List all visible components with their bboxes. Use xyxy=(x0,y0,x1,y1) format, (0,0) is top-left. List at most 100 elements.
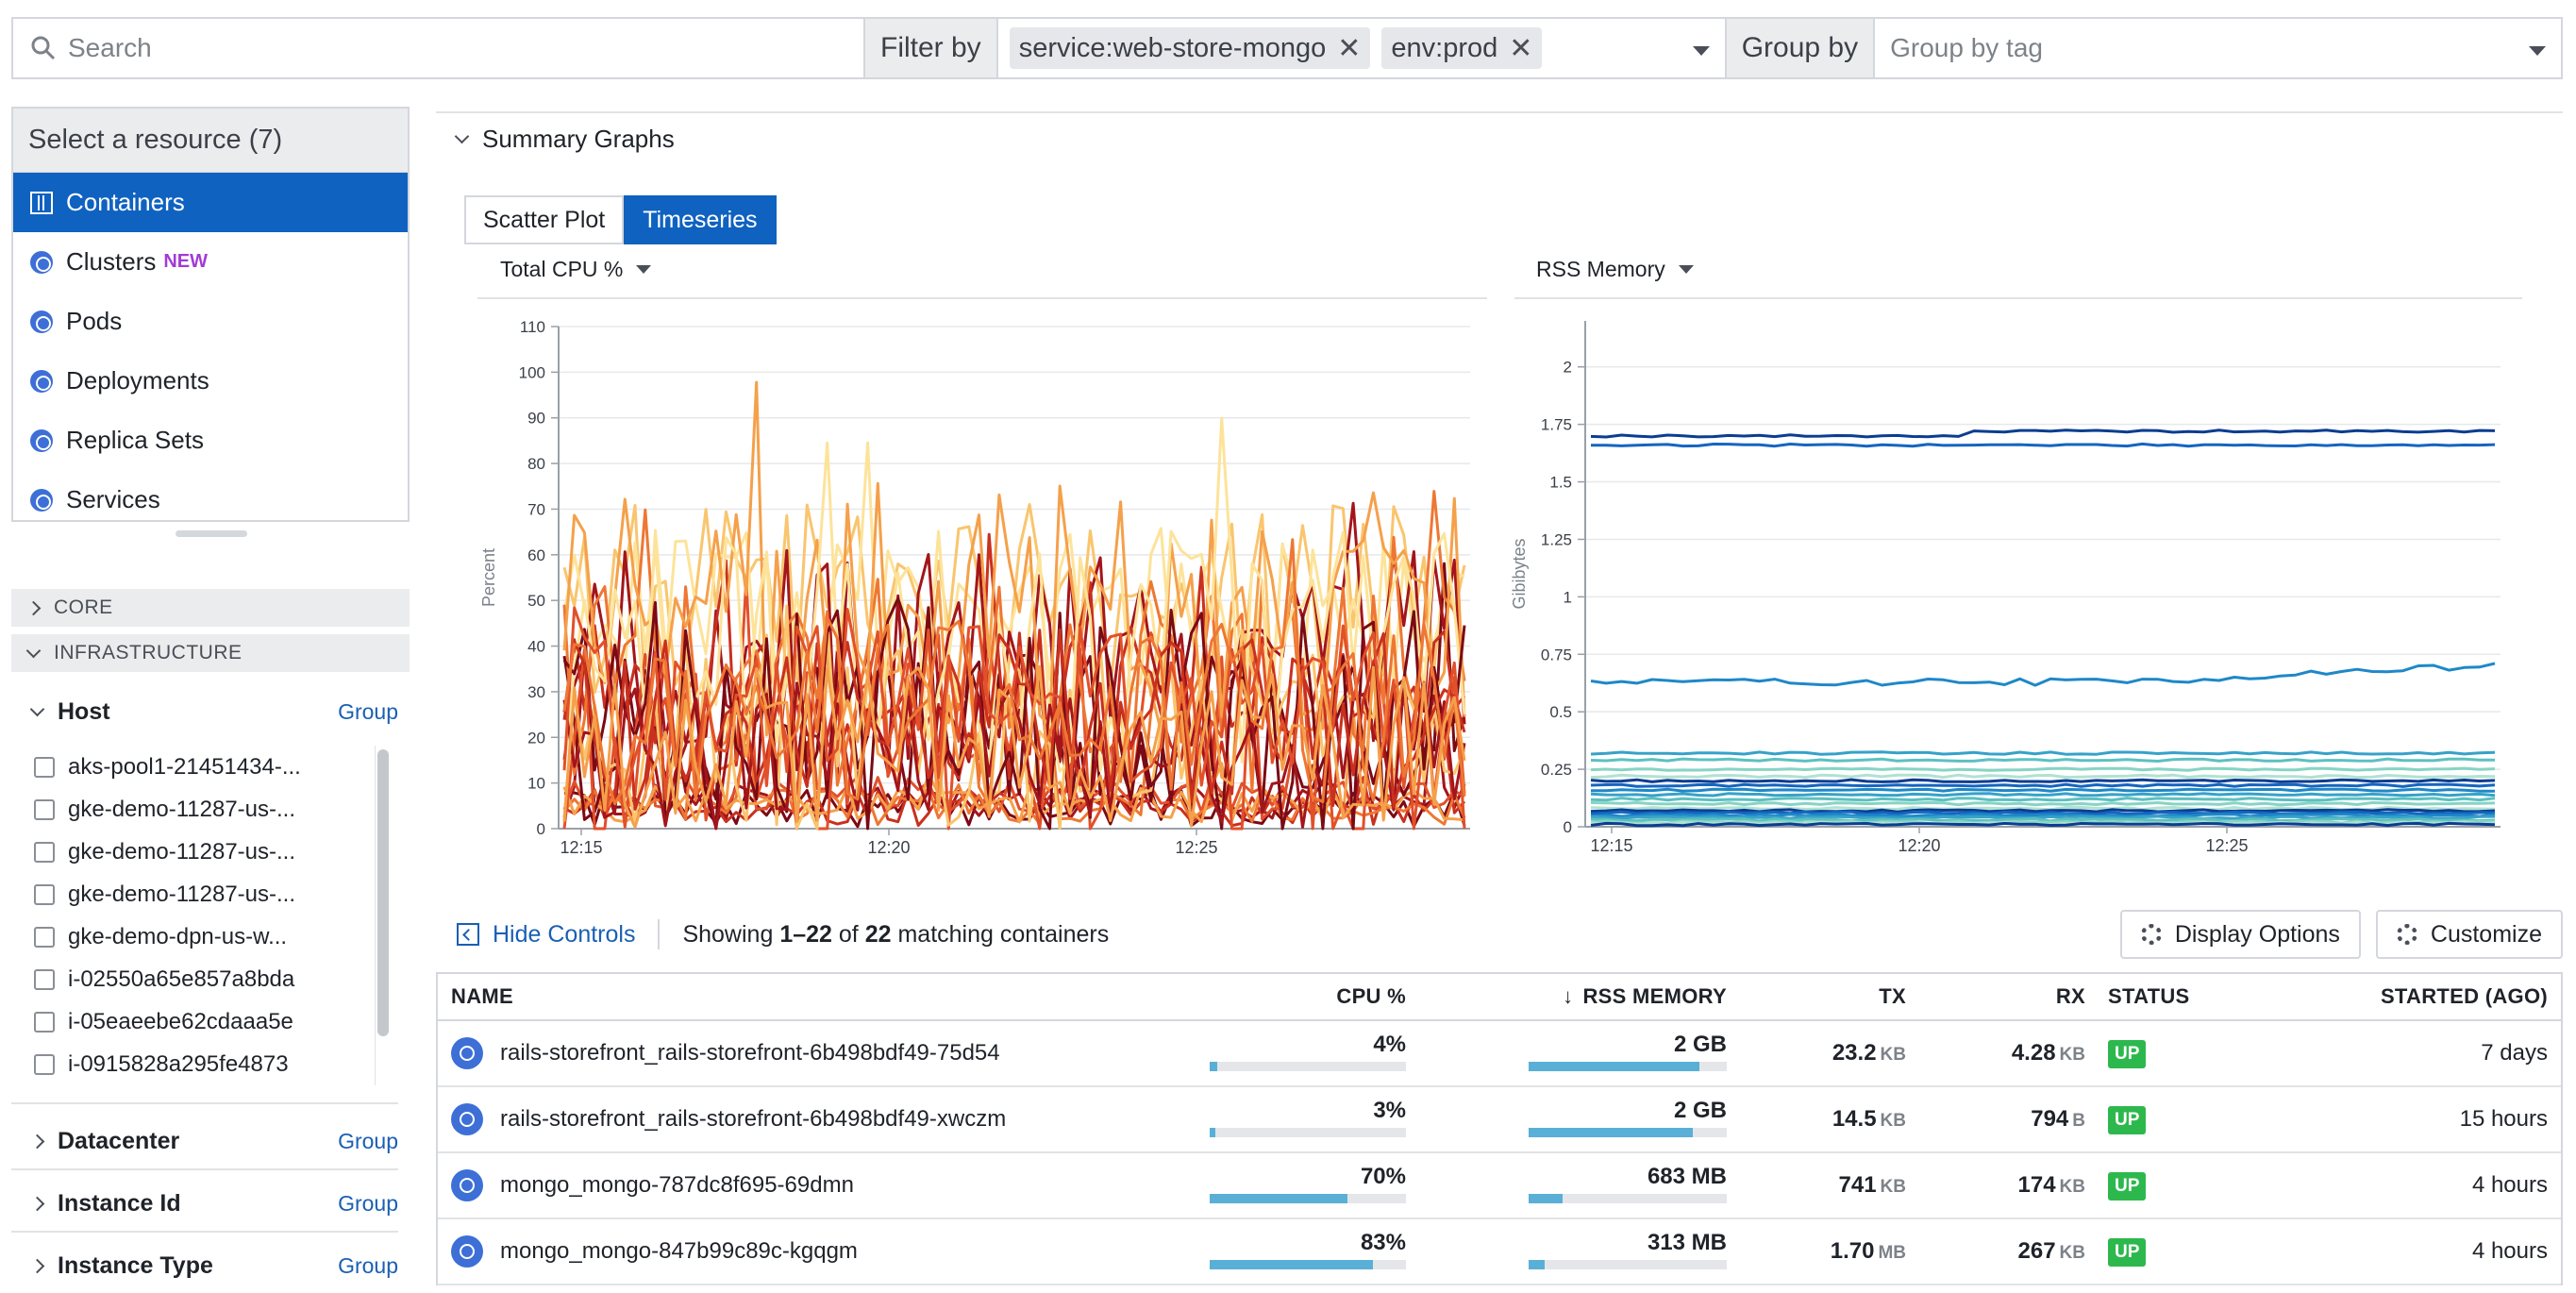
checkbox[interactable] xyxy=(34,1053,55,1075)
close-icon[interactable]: ✕ xyxy=(1337,32,1362,64)
new-badge: NEW xyxy=(163,251,209,272)
memory-bar xyxy=(1529,1194,1727,1203)
started-cell: 4 hours xyxy=(2471,1238,2548,1264)
column-header-rx[interactable]: RX xyxy=(2055,984,2085,1008)
series-line[interactable] xyxy=(1590,428,2496,439)
facet-instance-id[interactable]: Instance Id Group xyxy=(11,1180,398,1227)
sidebar-item-services[interactable]: Services xyxy=(13,470,408,529)
memory-bar-fill xyxy=(1529,1062,1699,1071)
table-row[interactable]: mongo_mongo-847b99c89c-kgqgm 83% 313 MB … xyxy=(438,1219,2561,1285)
list-item[interactable]: gke-demo-11287-us-... xyxy=(34,831,374,873)
memory-timeseries-chart[interactable]: 0 0.25 0.5 0.75 1 1.25 1.5 1.75 2 12:15 12:20 12:25… xyxy=(1510,302,2529,868)
filter-by-label: Filter by xyxy=(863,17,998,79)
list-item[interactable]: i-02550a65e857a8bda xyxy=(34,958,374,1000)
hide-controls-button[interactable]: Hide Controls xyxy=(457,921,635,949)
list-item[interactable]: i-0915828a295fe4873 xyxy=(34,1043,374,1085)
close-icon[interactable]: ✕ xyxy=(1509,32,1533,64)
facet-instance-type[interactable]: Instance Type Group xyxy=(11,1242,398,1289)
sidebar-item-replica-sets[interactable]: Replica Sets xyxy=(13,411,408,470)
group-link[interactable]: Group xyxy=(338,1128,398,1153)
series-line[interactable] xyxy=(562,664,1466,829)
kubernetes-icon xyxy=(451,1103,483,1135)
series-line[interactable] xyxy=(1591,787,2495,793)
checkbox[interactable] xyxy=(34,798,55,820)
search-input[interactable]: Search xyxy=(11,17,863,79)
y-tick-label: 2 xyxy=(1564,359,1572,377)
tab-timeseries[interactable]: Timeseries xyxy=(624,195,777,244)
chevron-down-icon[interactable] xyxy=(1692,46,1710,56)
table-row[interactable]: mongo_mongo-787dc8f695-69dmn 70% 683 MB … xyxy=(438,1153,2561,1219)
summary-graphs-toggle[interactable]: Summary Graphs xyxy=(454,125,675,154)
resize-handle[interactable] xyxy=(176,530,247,537)
section-infrastructure[interactable]: INFRASTRUCTURE xyxy=(11,634,410,672)
series-line[interactable] xyxy=(562,606,1466,801)
series-line[interactable] xyxy=(1591,442,2496,448)
facet-host[interactable]: Host Group xyxy=(11,688,398,735)
sidebar-item-clusters[interactable]: Clusters NEW xyxy=(13,232,408,292)
series-line[interactable] xyxy=(562,441,1465,700)
series-line[interactable] xyxy=(1590,801,2496,807)
group-by-select[interactable]: Group by tag xyxy=(1875,17,2563,79)
group-link[interactable]: Group xyxy=(338,1190,398,1216)
status-badge: UP xyxy=(2108,1105,2147,1134)
column-header-started[interactable]: STARTED (AGO) xyxy=(2380,984,2548,1008)
group-link[interactable]: Group xyxy=(338,698,398,724)
filter-tags-input[interactable]: service:web-store-mongo ✕ env:prod ✕ xyxy=(997,17,1725,79)
sidebar-item-pods[interactable]: Pods xyxy=(13,292,408,351)
containers-table: NAME CPU % ↓ RSS MEMORY TX RX STATUS STAR… xyxy=(436,972,2563,1285)
host-label: i-02550a65e857a8bda xyxy=(68,966,295,992)
series-line[interactable] xyxy=(1590,662,2496,687)
series-line[interactable] xyxy=(1590,808,2496,814)
memory-metric-select[interactable]: RSS Memory xyxy=(1536,257,1694,282)
section-core[interactable]: CORE xyxy=(11,589,410,627)
sidebar-item-containers[interactable]: Containers xyxy=(13,173,408,232)
list-item[interactable]: gke-demo-11287-us-... xyxy=(34,873,374,915)
table-row[interactable]: rails-storefront_rails-storefront-6b498b… xyxy=(438,1087,2561,1153)
column-header-status[interactable]: STATUS xyxy=(2108,984,2190,1008)
cpu-cell: 70% xyxy=(1204,1152,1412,1218)
series-line[interactable] xyxy=(1590,766,2496,772)
series-line[interactable] xyxy=(1590,810,2495,815)
facet-datacenter[interactable]: Datacenter Group xyxy=(11,1117,398,1165)
list-item[interactable]: gke-demo-11287-us-... xyxy=(34,788,374,831)
list-item[interactable]: gke-demo-dpn-us-w... xyxy=(34,915,374,958)
tx-unit: KB xyxy=(1880,1111,1906,1131)
column-label: RSS MEMORY xyxy=(1582,984,1727,1008)
chart-title: RSS Memory xyxy=(1536,257,1665,281)
column-header-name[interactable]: NAME xyxy=(451,984,513,1008)
series-line[interactable] xyxy=(562,503,1466,701)
column-header-cpu[interactable]: CPU % xyxy=(1336,984,1406,1008)
checkbox[interactable] xyxy=(34,1011,55,1033)
series-line[interactable] xyxy=(1590,797,2496,802)
rx-unit: KB xyxy=(2059,1177,2085,1197)
list-item[interactable]: i-05eaeebe62cdaaa5e xyxy=(34,1000,374,1043)
scrollbar-track[interactable] xyxy=(375,746,390,1085)
cpu-timeseries-chart[interactable]: 0 10 20 30 40 50 60 70 80 90 100 110 12:15 12:20 12:25… xyxy=(472,302,1491,868)
customize-button[interactable]: Customize xyxy=(2375,910,2563,959)
tab-scatter-plot[interactable]: Scatter Plot xyxy=(464,195,625,244)
cpu-metric-select[interactable]: Total CPU % xyxy=(500,257,652,282)
y-tick-label: 20 xyxy=(527,729,545,747)
checkbox[interactable] xyxy=(34,926,55,948)
series-line[interactable] xyxy=(562,538,1466,807)
column-header-tx[interactable]: TX xyxy=(1879,984,1906,1008)
table-row[interactable]: rails-storefront_rails-storefront-6b498b… xyxy=(438,1021,2561,1087)
list-item[interactable]: aks-pool1-21451434-... xyxy=(34,746,374,788)
series-line[interactable] xyxy=(1590,782,2496,788)
series-line[interactable] xyxy=(1590,778,2496,783)
series-line[interactable] xyxy=(1590,773,2496,780)
series-line[interactable] xyxy=(1590,750,2496,756)
column-header-rss-memory[interactable]: ↓ RSS MEMORY xyxy=(1412,984,1732,1009)
series-line[interactable] xyxy=(1590,757,2496,763)
display-options-button[interactable]: Display Options xyxy=(2119,910,2361,959)
checkbox[interactable] xyxy=(34,841,55,863)
series-line[interactable] xyxy=(1590,821,2496,828)
checkbox[interactable] xyxy=(34,756,55,778)
checkbox[interactable] xyxy=(34,968,55,990)
series-line[interactable] xyxy=(1590,792,2496,798)
scrollbar-thumb[interactable] xyxy=(377,749,389,1036)
checkbox[interactable] xyxy=(34,883,55,905)
sidebar-item-deployments[interactable]: Deployments xyxy=(13,351,408,411)
series-line[interactable] xyxy=(1590,817,2496,823)
group-link[interactable]: Group xyxy=(338,1252,398,1278)
